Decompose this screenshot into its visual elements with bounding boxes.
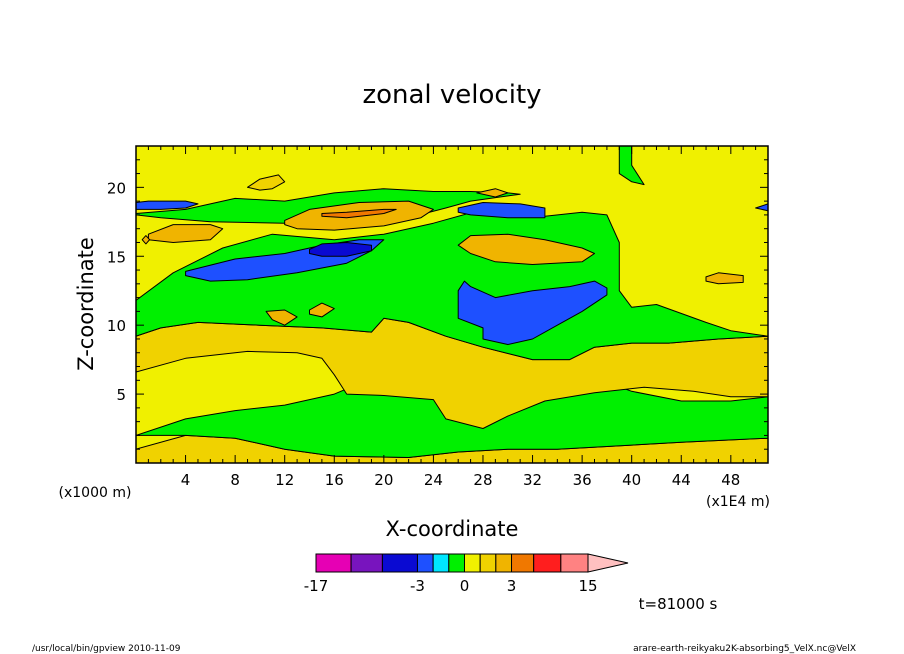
colorbar-swatch — [432, 553, 450, 573]
contour-region — [457, 233, 595, 265]
y-tick-label: 5 — [116, 386, 126, 404]
colorbar-swatch — [463, 553, 481, 573]
y-tick-label: 15 — [107, 248, 126, 266]
x-tick-label: 4 — [181, 471, 191, 489]
colorbar-swatch — [315, 553, 352, 573]
colorbar-label: 0 — [460, 577, 470, 595]
time-label: t=81000 s — [639, 595, 718, 613]
contour-region — [136, 200, 199, 210]
x-axis: 4 8 12 16 20 24 28 32 36 40 44 48 — [147, 146, 769, 489]
plot-area — [135, 145, 769, 464]
x-tick-label: 20 — [374, 471, 393, 489]
colorbar-extension — [587, 553, 629, 573]
y-axis: 5 10 15 20 — [107, 145, 768, 450]
plot-frame — [135, 145, 769, 464]
contour-region — [309, 242, 372, 257]
contour-region — [321, 208, 397, 219]
x-tick-label: 44 — [672, 471, 691, 489]
colorbar-swatch — [416, 553, 434, 573]
chart-title: zonal velocity — [362, 80, 541, 110]
x-tick-label: 36 — [573, 471, 592, 489]
contour-region — [755, 203, 768, 212]
x-tick-label: 40 — [622, 471, 641, 489]
contour-region — [457, 280, 608, 345]
footer-right: arare-earth-reikyaku2K-absorbing5_VelX.n… — [633, 644, 856, 654]
footer-left: /usr/local/bin/gpview 2010-11-09 — [32, 644, 181, 654]
x-tick-label: 48 — [721, 471, 740, 489]
colorbar-swatch — [495, 553, 513, 573]
colorbar: -17 -3 0 3 15 — [304, 553, 629, 595]
z-unit-label: (x1000 m) — [59, 485, 132, 501]
contour-region — [141, 235, 151, 245]
colorbar-swatch — [511, 553, 535, 573]
x-tick-label: 16 — [325, 471, 344, 489]
x-tick-label: 32 — [523, 471, 542, 489]
y-tick-label: 20 — [107, 179, 126, 197]
colorbar-swatch — [350, 553, 383, 573]
x-axis-label: X-coordinate — [386, 517, 519, 541]
x-unit-label: (x1E4 m) — [706, 494, 770, 510]
contour-region — [136, 208, 768, 361]
colorbar-label: -17 — [304, 577, 329, 595]
x-tick-label: 28 — [473, 471, 492, 489]
colorbar-swatch — [381, 553, 418, 573]
y-tick-label: 10 — [107, 317, 126, 335]
contour-regions — [136, 146, 768, 463]
contour-region — [618, 146, 645, 186]
contour-region — [476, 188, 509, 198]
contour-region — [265, 309, 298, 326]
contour-region — [247, 174, 286, 191]
y-axis-label: Z-coordinate — [74, 237, 98, 371]
colorbar-swatch — [560, 553, 589, 573]
colorbar-label: 15 — [578, 577, 597, 595]
colorbar-label: 3 — [507, 577, 517, 595]
x-tick-label: 12 — [275, 471, 294, 489]
contour-region — [705, 272, 744, 285]
contour-region — [309, 302, 335, 318]
x-tick-label: 24 — [424, 471, 443, 489]
colorbar-label: -3 — [410, 577, 425, 595]
colorbar-swatch — [533, 553, 562, 573]
contour-region — [457, 202, 546, 219]
contour-region — [147, 224, 224, 243]
x-tick-label: 8 — [230, 471, 240, 489]
colorbar-swatch — [479, 553, 497, 573]
colorbar-swatch — [448, 553, 465, 573]
contour-region — [136, 188, 521, 224]
